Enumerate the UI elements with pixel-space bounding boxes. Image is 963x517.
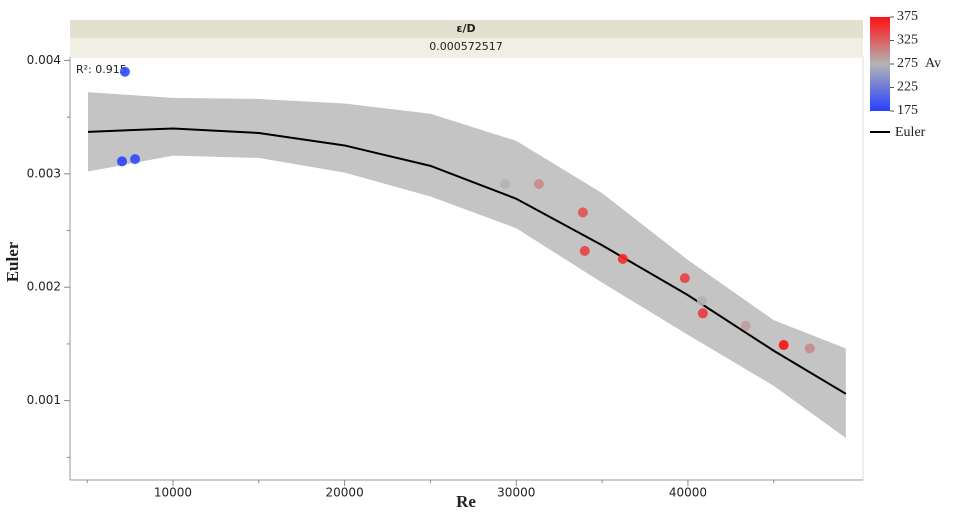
confidence-band <box>88 92 846 439</box>
colorbar-tick-label: 325 <box>897 33 918 48</box>
x-axis-label: Re <box>456 492 476 511</box>
colorbar-tick-label: 175 <box>897 103 918 118</box>
data-point <box>117 156 128 167</box>
y-tick-label: 0.002 <box>27 280 61 294</box>
y-tick-label: 0.001 <box>27 393 61 407</box>
header-value: 0.000572517 <box>429 40 502 53</box>
data-point <box>696 295 707 306</box>
data-point <box>778 340 789 351</box>
data-point <box>740 320 751 331</box>
data-point <box>804 343 815 354</box>
fit-line <box>87 127 847 395</box>
data-point <box>579 245 590 256</box>
legend-label: Euler <box>895 125 926 140</box>
y-axis-label: Euler <box>3 241 22 282</box>
data-point <box>499 179 510 190</box>
x-tick-label: 10000 <box>154 486 192 500</box>
header-value-band <box>70 38 863 56</box>
x-tick-label: 40000 <box>669 486 707 500</box>
colorbar-tick-label: 375 <box>897 9 918 24</box>
header-label: ε/D <box>456 22 475 35</box>
y-tick-label: 0.004 <box>27 53 61 67</box>
data-point <box>697 308 708 319</box>
colorbar <box>870 17 890 111</box>
y-tick-label: 0.003 <box>27 166 61 180</box>
data-point <box>679 273 690 284</box>
x-tick-label: 30000 <box>497 486 535 500</box>
r-squared: R²: 0.915 <box>76 63 127 76</box>
colorbar-tick-label: 275 <box>897 56 918 71</box>
colorbar-tick-label: 225 <box>897 80 918 95</box>
data-point <box>130 154 141 165</box>
data-point <box>533 179 544 190</box>
x-tick-label: 20000 <box>326 486 364 500</box>
header-band <box>70 20 863 38</box>
data-point <box>119 66 130 77</box>
data-point <box>577 207 588 218</box>
colorbar-label: Av <box>925 56 941 71</box>
data-point <box>617 253 628 264</box>
